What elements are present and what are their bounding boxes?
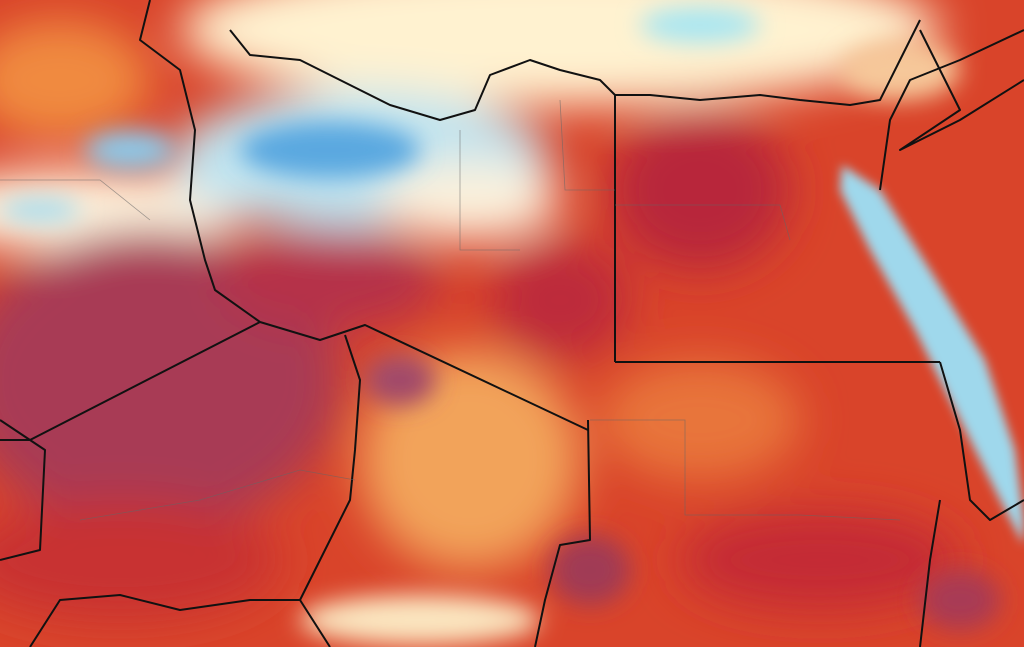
border [879, 29, 1024, 191]
border [939, 361, 1024, 521]
hot-area [0, 500, 280, 620]
border [534, 419, 591, 647]
hot-area [610, 110, 790, 270]
orange-area [0, 20, 150, 140]
admin-line [459, 130, 520, 251]
hot-purple-patch [920, 570, 1000, 630]
hot-purple-patch [365, 355, 435, 405]
admin-line [79, 469, 356, 521]
warm-orange-area [600, 360, 800, 480]
cool-patch [640, 7, 760, 43]
coastline [229, 19, 921, 121]
border [0, 419, 46, 561]
pale-band [0, 170, 250, 250]
hot-purple-area [220, 230, 440, 330]
hot-area [680, 510, 960, 610]
admin-line [590, 419, 901, 521]
border [919, 499, 941, 647]
red-sea [840, 165, 1024, 545]
admin-line [0, 179, 151, 221]
border [259, 321, 589, 431]
pale-area [380, 160, 560, 240]
hot-purple-patch [550, 535, 630, 605]
admin-line [615, 204, 791, 241]
temperature-field [0, 0, 960, 620]
admin-line [559, 99, 615, 191]
border [139, 0, 261, 323]
border [29, 594, 300, 647]
pale-area [840, 40, 960, 100]
admin-lines [0, 99, 901, 521]
cool-patch [85, 130, 175, 170]
hot-area [490, 240, 630, 360]
warm-orange-area [360, 350, 580, 570]
pale-area [300, 595, 540, 645]
temperature-detail [0, 7, 1000, 645]
border [899, 29, 1024, 151]
cool-core [240, 122, 420, 178]
cool-patch [0, 198, 80, 222]
